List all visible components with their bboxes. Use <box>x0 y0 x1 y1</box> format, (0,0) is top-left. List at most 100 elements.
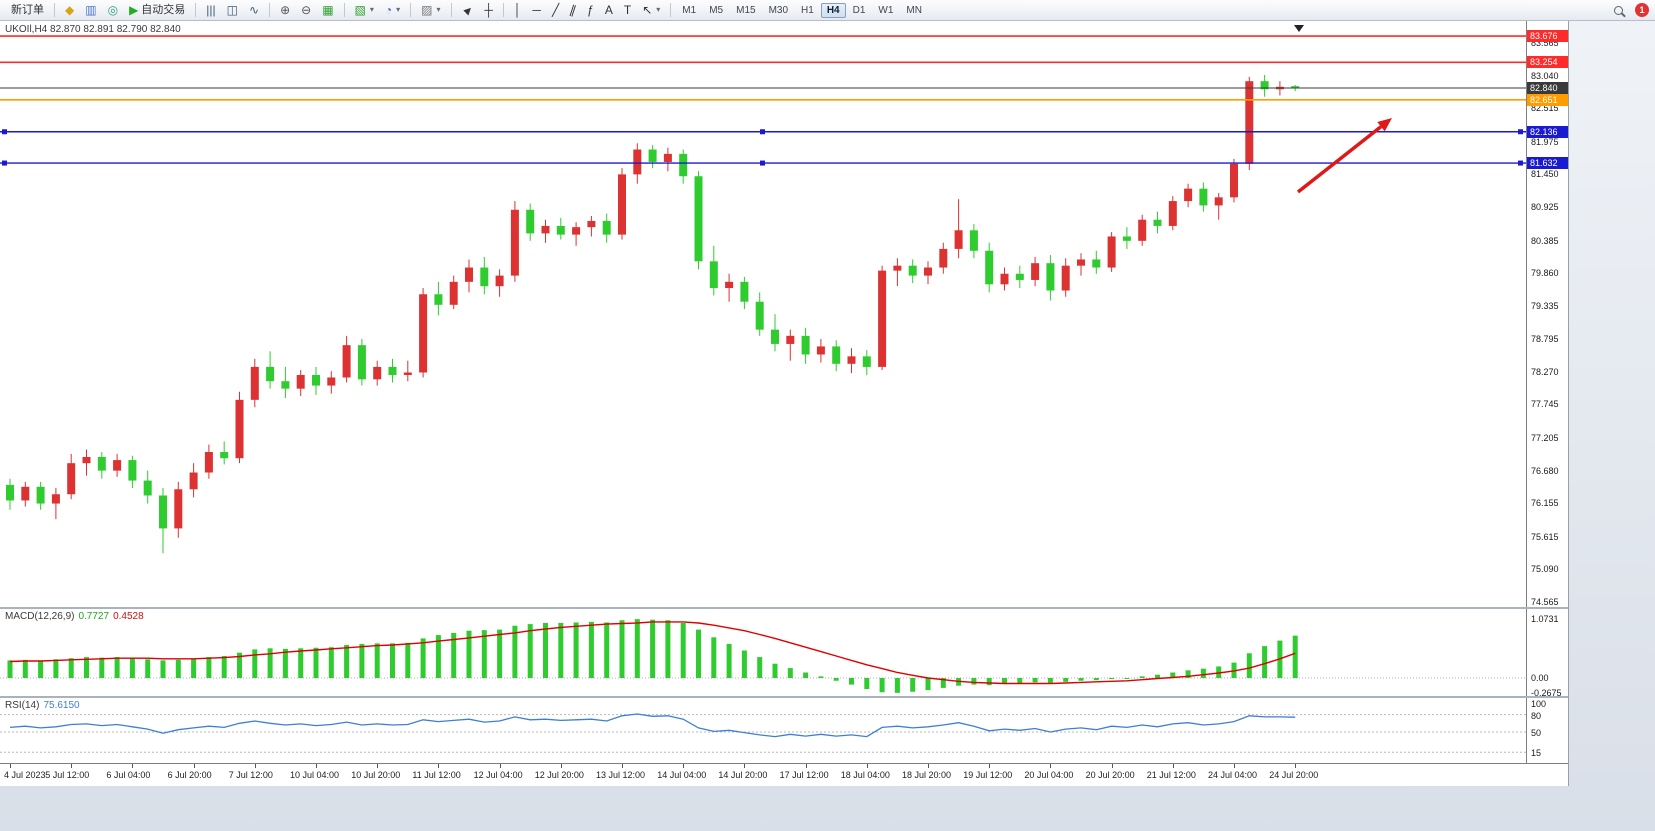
timeframe-M5[interactable]: M5 <box>709 4 724 16</box>
macd-bar <box>787 668 793 678</box>
price-chart-canvas[interactable] <box>0 21 1526 607</box>
candle-body <box>419 294 428 373</box>
macd-bar <box>1017 678 1023 684</box>
macd-bar <box>7 660 13 678</box>
time-label: 10 Jul 20:00 <box>351 770 401 780</box>
zoom-in-button[interactable]: ⊕ <box>275 2 295 18</box>
charts-profile-button[interactable]: ◆ <box>60 2 79 18</box>
line-handle[interactable] <box>760 160 765 166</box>
timeframe-D1[interactable]: D1 <box>852 4 866 16</box>
macd-bar <box>1292 635 1298 678</box>
rsi-canvas[interactable] <box>0 698 1526 763</box>
macd-bar <box>328 647 334 678</box>
macd-bar <box>971 678 977 685</box>
price-tick: 80.925 <box>1531 201 1559 212</box>
candle-body <box>801 335 810 355</box>
line-handle[interactable] <box>1518 160 1523 166</box>
arrows-tool-button[interactable]: ↖ ▾ <box>637 1 665 19</box>
rsi-panel[interactable]: RSI(14) 75.6150 100 80 50 15 <box>0 698 1568 763</box>
time-label: 14 Jul 04:00 <box>657 770 707 780</box>
line-handle[interactable] <box>1518 129 1523 135</box>
line-handle[interactable] <box>2 160 7 166</box>
crosshair-button[interactable]: ┼ <box>479 2 498 18</box>
macd-bar <box>619 620 625 678</box>
search-button[interactable] <box>1609 4 1628 17</box>
macd-bar <box>1139 676 1145 678</box>
price-tick: 78.795 <box>1531 334 1559 345</box>
time-tick <box>132 764 134 768</box>
fibonacci-tool-button[interactable]: ƒ <box>582 2 599 18</box>
vline-tool-button[interactable]: │ <box>509 2 527 18</box>
timeframe-MN[interactable]: MN <box>906 4 922 16</box>
panel-divider-2[interactable] <box>0 696 1568 698</box>
auto-trading-button[interactable]: ▶ 自动交易 <box>124 1 190 19</box>
trendline-tool-button[interactable]: ╱ <box>547 2 564 18</box>
candle-body <box>1260 81 1269 90</box>
indicators-button[interactable]: ▨ ▾ <box>416 1 445 19</box>
line-handle[interactable] <box>2 129 7 135</box>
panel-divider-1[interactable] <box>0 607 1568 609</box>
timeframe-M30[interactable]: M30 <box>768 4 789 16</box>
macd-bar <box>726 643 732 678</box>
time-label: 12 Jul 20:00 <box>534 770 584 780</box>
time-label: 4 Jul 2023 <box>4 770 46 780</box>
play-icon: ▶ <box>129 3 139 17</box>
macd-bar <box>252 649 258 678</box>
market-watch-button[interactable]: ▥ <box>80 2 101 18</box>
macd-bar <box>1155 674 1160 678</box>
candle-body <box>312 374 320 386</box>
zoom-out-button[interactable]: ⊖ <box>296 2 316 18</box>
candle-mode-button[interactable]: ◫ <box>222 2 243 18</box>
chart-shift-marker[interactable] <box>1294 25 1304 32</box>
time-tick <box>1295 764 1297 768</box>
line-mode-button[interactable]: ∿ <box>244 2 264 18</box>
macd-bar <box>1216 666 1222 678</box>
search-icon <box>1614 5 1623 15</box>
macd-bar <box>221 656 227 678</box>
macd-bar <box>894 678 900 693</box>
price-tag-83.254: 83.254 <box>1527 56 1568 69</box>
macd-bar <box>191 658 197 678</box>
macd-canvas[interactable] <box>0 609 1526 696</box>
bar-chart-mode-button[interactable]: ||| <box>201 2 220 18</box>
periods-button[interactable]: ◔ ▾ <box>380 1 405 19</box>
clock-icon: ◔ <box>384 3 393 17</box>
timeframe-H4[interactable]: H4 <box>820 2 846 18</box>
timeframe-H1[interactable]: H1 <box>801 4 814 16</box>
price-tick: 77.205 <box>1531 433 1559 444</box>
candle-body <box>449 281 458 305</box>
timeframe-M1[interactable]: M1 <box>682 4 697 16</box>
navigator-button[interactable]: ◎ <box>103 2 123 18</box>
line-handle[interactable] <box>760 129 765 135</box>
candle-body <box>679 153 688 177</box>
annotation-arrow-head[interactable] <box>1377 118 1392 132</box>
new-chart-button[interactable]: ▧ ▾ <box>350 1 379 19</box>
candle-body <box>159 495 167 529</box>
candle-body <box>51 494 60 504</box>
candle-body <box>663 153 672 162</box>
candle-body <box>1153 219 1162 226</box>
candle-body <box>1046 263 1055 291</box>
notification-badge[interactable]: 1 <box>1635 3 1649 17</box>
channel-tool-button[interactable]: ∥ <box>565 2 581 18</box>
timeframe-W1[interactable]: W1 <box>878 4 894 16</box>
macd-bar <box>267 648 273 678</box>
cursor-button[interactable]: ► <box>457 1 479 19</box>
text-tool-button[interactable]: A <box>600 2 618 18</box>
candle-body <box>878 270 887 367</box>
macd-bar <box>940 678 946 688</box>
macd-bar <box>1200 668 1206 678</box>
label-tool-button[interactable]: T <box>619 2 636 18</box>
candle-body <box>1184 188 1193 202</box>
macd-panel[interactable]: MACD(12,26,9) 0.7727 0.4528 1.0731 0.00 -0.2… <box>0 609 1568 696</box>
hline-tool-button[interactable]: ─ <box>527 2 546 18</box>
new-order-button[interactable]: 新订单 <box>6 1 49 19</box>
annotation-arrow-shaft[interactable] <box>1296 125 1383 194</box>
candle-body <box>1291 86 1300 89</box>
time-axis[interactable]: 4 Jul 2023 5 Jul 12:00 6 Jul 04:00 6 Jul 20… <box>0 763 1568 786</box>
tile-windows-button[interactable]: ▦ <box>317 2 338 18</box>
timeframe-M15[interactable]: M15 <box>736 4 756 16</box>
price-chart-panel[interactable]: UKOIl,H4 82.870 82.891 82.790 82.840 83.… <box>0 21 1568 607</box>
zoom-out-icon: ⊖ <box>301 3 312 17</box>
